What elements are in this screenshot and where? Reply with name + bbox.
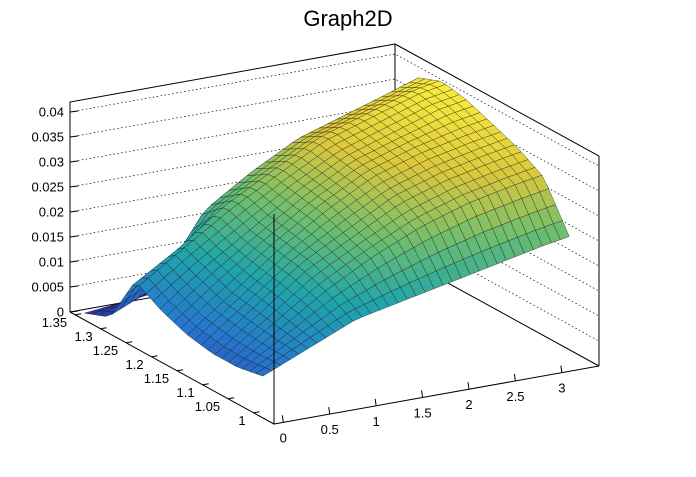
- y-tick-mark: [177, 369, 184, 372]
- y-tick-label: 1.25: [93, 343, 118, 358]
- y-tick-label: 1.15: [144, 371, 169, 386]
- x-tick-mark: [374, 398, 377, 406]
- z-tick-label: 0.035: [31, 130, 64, 145]
- y-tick-mark: [75, 313, 82, 316]
- z-tick-label: 0.005: [31, 280, 64, 295]
- z-tick-mark: [69, 235, 79, 238]
- z-axis-ticks: 0 0.005 0.01 0.015 0.02 0.025 0.03 0.035 0.04: [31, 105, 79, 320]
- z-tick-mark: [69, 210, 79, 213]
- x-tick-mark: [560, 365, 563, 373]
- z-tick-mark: [69, 260, 79, 263]
- z-grid-line: [69, 53, 600, 167]
- z-tick-mark: [69, 160, 79, 163]
- z-tick-mark: [69, 310, 79, 313]
- z-grid-line: [69, 178, 600, 292]
- z-tick-label: 0.01: [39, 255, 64, 270]
- y-tick-mark: [253, 411, 260, 414]
- x-tick-label: 0: [280, 430, 287, 445]
- y-tick-label: 1.2: [126, 357, 144, 372]
- surface-cell: [255, 367, 273, 377]
- z-tick-mark: [69, 135, 79, 138]
- z-tick-label: 0.04: [39, 105, 64, 120]
- x-tick-label: 3: [558, 381, 565, 396]
- z-grid-line: [69, 78, 600, 192]
- z-tick-mark: [69, 285, 79, 288]
- x-tick-label: 1.5: [414, 405, 432, 420]
- z-tick-label: 0: [57, 305, 64, 320]
- surface-mesh: [84, 77, 570, 377]
- chart-title: Graph2D: [303, 6, 392, 31]
- x-tick-label: 2.5: [506, 389, 524, 404]
- y-tick-mark: [100, 327, 107, 330]
- y-tick-mark: [228, 397, 235, 400]
- y-tick-label: 1.35: [42, 315, 67, 330]
- y-tick-label: 1.1: [177, 385, 195, 400]
- back-frame-right: [394, 43, 600, 366]
- z-tick-label: 0.03: [39, 155, 64, 170]
- x-tick-label: 1: [373, 414, 380, 429]
- x-tick-mark: [513, 373, 516, 381]
- y-axis-line: [69, 311, 275, 425]
- y-axis-ticks: 1 1.051.1 1.151.2 1.251.3 1.35: [42, 313, 260, 428]
- x-tick-label: 2: [465, 397, 472, 412]
- z-tick-label: 0.025: [31, 180, 64, 195]
- x-tick-mark: [467, 382, 470, 390]
- y-tick-mark: [151, 355, 158, 358]
- y-tick-mark: [202, 383, 209, 386]
- y-tick-mark: [126, 341, 133, 344]
- z-tick-label: 0.02: [39, 205, 64, 220]
- x-axis-ticks: 0 0.5 1 1.5 2 2.5 3: [280, 365, 565, 445]
- z-grid-line: [69, 228, 600, 342]
- z-tick-mark: [69, 185, 79, 188]
- y-tick-label: 1.3: [75, 329, 93, 344]
- y-tick-label: 1: [238, 413, 245, 428]
- x-tick-label: 0.5: [321, 422, 339, 437]
- z-tick-label: 0.015: [31, 230, 64, 245]
- x-tick-mark: [281, 415, 284, 423]
- z-grid-line: [69, 203, 600, 317]
- x-tick-mark: [328, 406, 331, 415]
- y-tick-label: 1.05: [195, 399, 220, 414]
- x-tick-mark: [421, 390, 424, 398]
- z-tick-mark: [69, 110, 79, 113]
